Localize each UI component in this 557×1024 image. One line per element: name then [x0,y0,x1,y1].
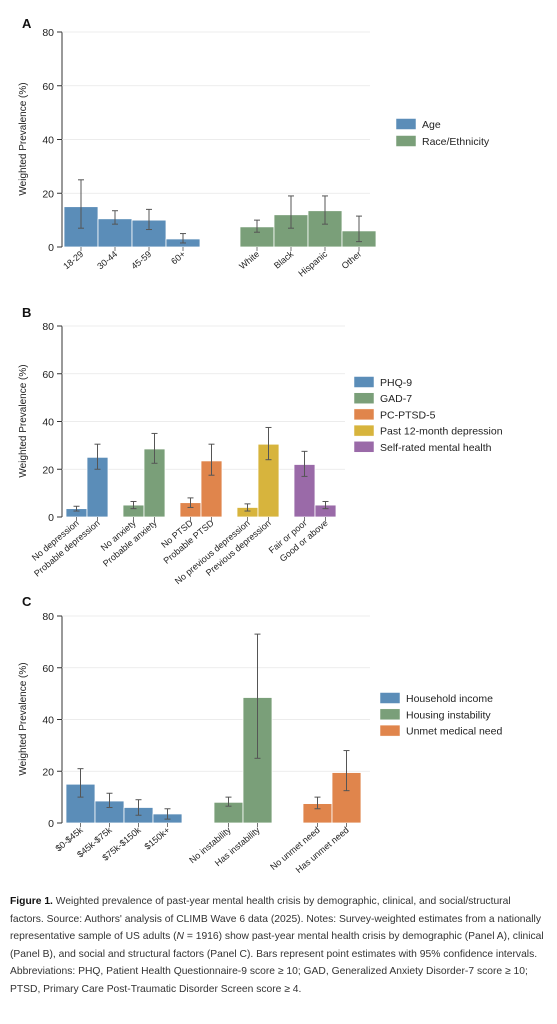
y-tick-label: 20 [42,188,54,200]
y-tick-label: 60 [42,369,54,381]
y-axis-label: Weighted Prevalence (%) [18,364,29,477]
x-tick-label: White [237,249,261,271]
legend-label: PC-PTSD-5 [380,409,436,421]
legend-swatch [353,441,375,453]
legend-swatch [353,392,375,404]
legend-label: Age [422,119,441,131]
legend-label: GAD-7 [380,393,412,405]
y-tick-label: 0 [48,242,54,254]
chart-panel-a: A Weighted Prevalence (%) 0 20 40 60 80 18-29 30… [18,16,490,279]
y-tick-label: 40 [42,417,54,429]
x-tick-label: Other [340,249,364,271]
y-axis-label: Weighted Prevalence (%) [18,662,29,775]
panel-label: B [22,305,31,320]
caption-label: Figure 1. [10,896,53,907]
y-tick-label: 40 [42,715,54,727]
x-tick-label: Has unmet need [294,825,351,875]
y-axis-label: Weighted Prevalence (%) [18,82,29,195]
legend-label: Housing instability [406,709,491,721]
legend-label: Household income [406,693,493,705]
legend-label: Unmet medical need [406,726,502,738]
x-tick-label: 30-44 [95,249,119,271]
y-tick-label: 20 [42,464,54,476]
y-tick-label: 80 [42,611,54,623]
caption-n-symbol: N [176,931,184,943]
legend-swatch [379,708,401,721]
caption-text-part-1: Weighted prevalence of past-year mental … [10,896,541,943]
y-tick-label: 80 [42,27,54,39]
x-tick-label: Hispanic [296,249,329,279]
caption-text-part-2: = 1916) show past-year mental health cri… [10,931,544,995]
panel-label: A [22,16,32,31]
legend-swatch [353,424,375,437]
x-tick-label: Black [272,249,296,271]
figure-panels: A Weighted Prevalence (%) 0 20 40 60 80 18-29 30… [18,16,503,875]
legend-swatch [353,376,375,388]
legend-label: Self-rated mental health [380,442,492,454]
legend-label: PHQ-9 [380,377,412,389]
legend-label: Past 12-month depression [380,426,503,438]
legend-label: Race/Ethnicity [422,136,490,148]
figure-caption: Figure 1. Weighted prevalence of past-ye… [10,893,544,999]
y-tick-label: 0 [48,512,54,524]
legend-swatch [353,408,375,421]
x-tick-label: 60+ [169,249,187,266]
y-tick-label: 60 [42,663,54,675]
y-tick-label: 60 [42,81,54,93]
legend-swatch [395,135,417,147]
y-tick-label: 0 [48,818,54,830]
x-tick-label: 18-29 [61,249,85,271]
y-tick-label: 20 [42,766,54,778]
x-tick-label: 45-59 [129,249,153,271]
legend-swatch [395,118,417,130]
legend-swatch [379,692,401,704]
panel-label: C [22,594,32,609]
legend-swatch [379,724,401,737]
x-tick-label: $150k+ [143,825,172,852]
y-tick-label: 40 [42,135,54,147]
y-tick-label: 80 [42,321,54,333]
